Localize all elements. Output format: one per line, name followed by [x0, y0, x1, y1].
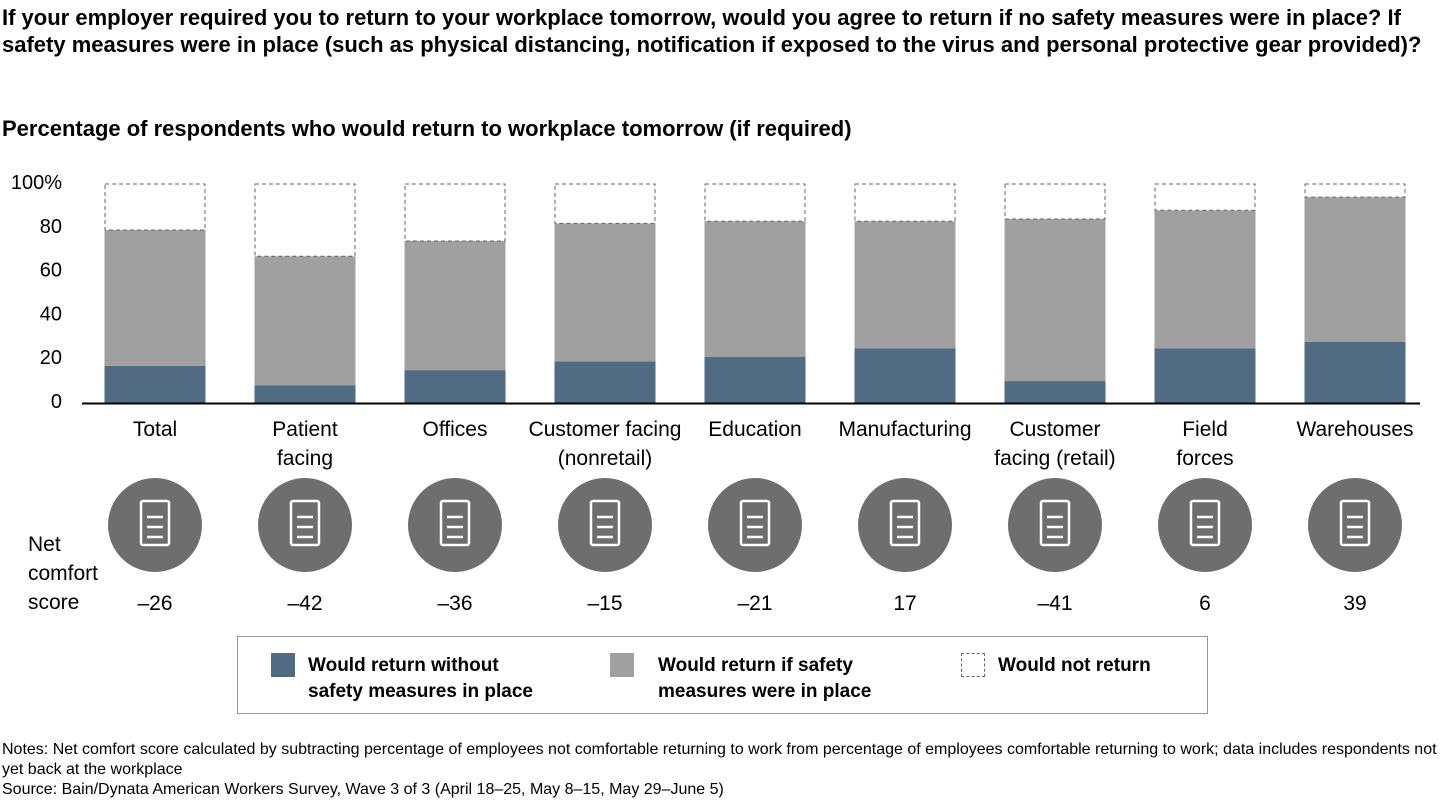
- notes: Notes: Net comfort score calculated by s…: [2, 740, 1438, 800]
- net-comfort-label-line: comfort: [28, 562, 99, 585]
- net-comfort-score: –41: [1037, 592, 1073, 615]
- legend-label-without-safety: Would return without safety measures in p…: [308, 655, 533, 702]
- bar-segment-not-return: [1004, 183, 1106, 220]
- y-tick-label: 40: [40, 303, 62, 325]
- bar-segment-without-safety: [554, 361, 656, 403]
- notes-text: Notes: Net comfort score calculated by s…: [2, 741, 1437, 778]
- stacked-bar-chart: 0 20 40 60 80 100%: [11, 172, 1420, 572]
- bar-segment-without-safety: [1304, 341, 1406, 403]
- category-label: Customer facing (nonretail): [528, 418, 682, 470]
- customer-service-icon-glyph: [589, 499, 621, 547]
- shopping-bag-icon-glyph: [1039, 499, 1071, 547]
- teacher-icon: [708, 478, 802, 572]
- chart-title: Percentage of respondents who would retu…: [2, 116, 852, 141]
- legend: Would return without safety measures in p…: [237, 636, 1208, 714]
- calculator-icon: [108, 478, 202, 572]
- net-comfort-score: –42: [287, 592, 323, 615]
- bar-segment-with-safety: [554, 223, 656, 362]
- legend-swatch-not-return: [961, 653, 985, 677]
- category-label: Offices: [422, 418, 488, 441]
- bar-segment-without-safety: [854, 348, 956, 403]
- legend-label-not-return: Would not return: [998, 655, 1151, 676]
- net-comfort-score: 6: [1199, 592, 1211, 615]
- bar-segment-with-safety: [1304, 197, 1406, 342]
- net-comfort-score: 17: [893, 592, 917, 615]
- y-tick-label: 60: [40, 260, 62, 282]
- nurse-icon-glyph: [289, 499, 321, 547]
- net-comfort-score: 39: [1343, 592, 1367, 615]
- net-comfort-score: –36: [437, 592, 473, 615]
- category-label: Warehouses: [1296, 418, 1414, 441]
- bar-segment-without-safety: [404, 370, 506, 403]
- bar-segment-with-safety: [704, 221, 806, 358]
- delivery-runner-icon: [1158, 478, 1252, 572]
- category-label: Total: [132, 418, 178, 441]
- forklift-icon: [1308, 478, 1402, 572]
- shopping-bag-icon: [1008, 478, 1102, 572]
- bar-segment-with-safety: [404, 240, 506, 371]
- bar-segment-without-safety: [254, 385, 356, 403]
- y-tick-label: 20: [40, 347, 62, 369]
- bar-segment-with-safety: [1154, 210, 1256, 349]
- net-comfort-label-line: Net: [28, 533, 61, 556]
- bar-segment-without-safety: [704, 357, 806, 403]
- nurse-icon: [258, 478, 352, 572]
- bar-segment-with-safety: [104, 229, 206, 366]
- bar-segment-not-return: [404, 183, 506, 242]
- delivery-runner-icon-glyph: [1189, 499, 1221, 547]
- bar-segment-without-safety: [104, 365, 206, 403]
- office-chair-icon: [408, 478, 502, 572]
- y-tick-label: 80: [40, 216, 62, 238]
- factory-icon: [858, 478, 952, 572]
- net-comfort-score: –26: [137, 592, 173, 615]
- net-comfort-score: –15: [587, 592, 623, 615]
- bar-segment-not-return: [1154, 183, 1256, 211]
- bar-segment-not-return: [254, 183, 356, 257]
- calculator-icon-glyph: [139, 499, 171, 547]
- category-label: Education: [708, 418, 802, 441]
- office-chair-icon-glyph: [439, 499, 471, 547]
- bar-segment-not-return: [554, 183, 656, 224]
- net-comfort-label: Net comfort score: [28, 530, 98, 617]
- source-text: Source: Bain/Dynata American Workers Sur…: [2, 781, 724, 798]
- teacher-icon-glyph: [739, 499, 771, 547]
- category-label: Customer facing (retail): [994, 418, 1116, 470]
- bar-segment-with-safety: [1004, 219, 1106, 382]
- category-label: Field forces: [1176, 418, 1234, 470]
- category-label: Patient facing: [272, 418, 338, 470]
- y-tick-label: 100%: [11, 172, 62, 194]
- net-comfort-label-line: score: [28, 591, 80, 614]
- bar-segment-not-return: [104, 183, 206, 231]
- legend-swatch-with-safety: [610, 653, 634, 677]
- bar-segment-without-safety: [1004, 381, 1106, 403]
- legend-swatch-without-safety: [271, 653, 295, 677]
- forklift-icon-glyph: [1339, 499, 1371, 547]
- bar-segment-with-safety: [254, 256, 356, 386]
- customer-service-icon: [558, 478, 652, 572]
- legend-label-with-safety: Would return if safety measures were in p…: [658, 655, 872, 702]
- bar-segment-with-safety: [854, 221, 956, 349]
- bar-segment-not-return: [854, 183, 956, 222]
- y-tick-label: 0: [51, 391, 62, 413]
- bar-segment-not-return: [704, 183, 806, 222]
- bar-segment-without-safety: [1154, 348, 1256, 403]
- question-title: If your employer required you to return …: [2, 5, 1422, 57]
- net-comfort-score: –21: [737, 592, 773, 615]
- bar-segment-not-return: [1304, 183, 1406, 198]
- factory-icon-glyph: [889, 499, 921, 547]
- category-label: Manufacturing: [838, 418, 972, 441]
